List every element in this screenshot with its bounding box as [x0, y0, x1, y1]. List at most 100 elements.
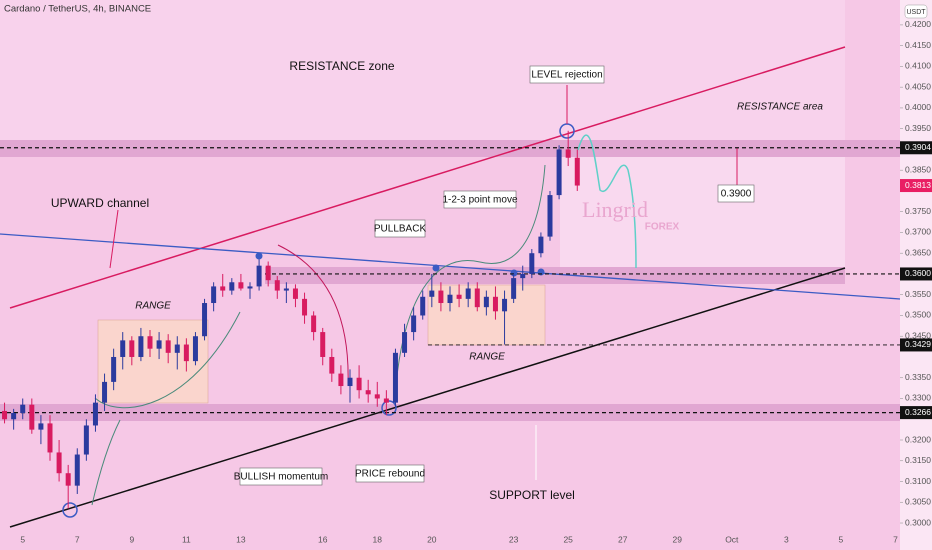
x-tick-label: 20 [427, 534, 437, 544]
marker-circle [381, 400, 397, 416]
candle-body [147, 336, 153, 349]
level-tag-label: 0.3266 [905, 407, 931, 417]
level-tag-label: 0.3429 [905, 339, 931, 349]
candle-body [247, 286, 253, 289]
x-tick-label: 27 [618, 534, 628, 544]
candle-body [38, 423, 44, 430]
x-tick-label: 25 [563, 534, 573, 544]
channel-bottom [9, 267, 846, 528]
annotation: PRICE rebound [355, 469, 425, 480]
annotation: UPWARD channel [51, 196, 149, 210]
y-tick-label: 0.3850 [905, 164, 931, 174]
annotation-box [443, 190, 517, 209]
upper-zone [0, 0, 845, 140]
candle-body [383, 398, 389, 403]
candle-body [392, 352, 398, 403]
candle-body [2, 410, 8, 420]
level-tag-label: 0.3904 [905, 142, 931, 152]
candle-body [465, 288, 471, 299]
annotation-box [355, 464, 425, 483]
candle-body [283, 288, 289, 291]
y-tick-label: 0.3050 [905, 497, 931, 507]
y-tick-label: 0.3300 [905, 393, 931, 403]
path-arrow [94, 311, 241, 409]
annotation: RESISTANCE area [737, 102, 823, 113]
candle-body [192, 336, 198, 362]
currency-badge [904, 4, 928, 19]
path-arrow [91, 419, 121, 506]
level-tag [900, 267, 932, 281]
candle-body [483, 296, 489, 308]
last-price-label: 0.3813 [905, 180, 931, 190]
candle-body [565, 149, 571, 158]
y-tick-label: 0.3550 [905, 289, 931, 299]
channel-top [9, 46, 846, 309]
candle-body [438, 290, 444, 304]
resistance-band [0, 140, 900, 157]
candle-body [311, 315, 317, 333]
candle-body [329, 356, 335, 374]
mid-band [265, 267, 845, 284]
candle-body [274, 280, 280, 291]
currency: USDT [906, 9, 926, 16]
y-tick-label: 0.4000 [905, 102, 931, 112]
y-tick-label: 0.3200 [905, 434, 931, 444]
candle-body [111, 356, 117, 382]
x-tick-label: 18 [373, 534, 383, 544]
candle-body [74, 454, 80, 486]
y-tick-label: 0.3700 [905, 227, 931, 237]
candle-body [447, 294, 453, 304]
candle-body [292, 288, 298, 299]
last-price-tag [900, 179, 932, 193]
candle-body [347, 377, 353, 387]
x-tick-label: 9 [129, 534, 134, 544]
candle-body [411, 315, 417, 333]
candle-body [120, 340, 126, 357]
marker-dot [510, 269, 518, 277]
candle-body [529, 253, 535, 274]
annotation: 0.3900 [721, 189, 752, 200]
candle-body [556, 149, 562, 196]
candle-body [92, 402, 98, 426]
y-tick-label: 0.4200 [905, 19, 931, 29]
candle-body [11, 413, 17, 420]
x-tick-label: 7 [75, 534, 80, 544]
y-tick-label: 0.3450 [905, 330, 931, 340]
candle-body [129, 340, 135, 357]
annotation: LEVEL rejection [531, 70, 602, 81]
candle-body [65, 473, 71, 486]
y-tick-label: 0.3650 [905, 247, 931, 257]
projection [577, 134, 637, 269]
y-tick-label: 0.4100 [905, 61, 931, 71]
annotation-box [239, 467, 323, 486]
candle-body [211, 286, 217, 304]
x-tick-label: 29 [673, 534, 683, 544]
candle-body [302, 298, 308, 316]
level-tag-label: 0.3600 [905, 268, 931, 278]
resistance-area [560, 157, 845, 267]
x-tick-label: 3 [784, 534, 789, 544]
annotation: SUPPORT level [489, 488, 575, 502]
candle-body [402, 332, 408, 353]
candle-body [83, 425, 89, 455]
annotation: RANGE [469, 352, 505, 363]
candle-body [256, 265, 262, 287]
candle-body [574, 157, 580, 186]
candle-body [174, 344, 180, 353]
x-tick-label: 7 [893, 534, 898, 544]
chart-title: Cardano / TetherUS, 4h, BINANCE [4, 4, 151, 15]
x-tick-label: 5 [839, 534, 844, 544]
y-tick-label: 0.3950 [905, 123, 931, 133]
candle-body [492, 296, 498, 312]
candle-body [47, 423, 53, 453]
candle-body [511, 278, 517, 299]
candle-body [165, 340, 171, 353]
x-tick-label: 13 [236, 534, 246, 544]
level-tag [900, 141, 932, 155]
x-tick-label: 23 [509, 534, 519, 544]
candle-body [456, 294, 462, 299]
y-tick-label: 0.3750 [905, 206, 931, 216]
y-tick-label: 0.3000 [905, 517, 931, 527]
